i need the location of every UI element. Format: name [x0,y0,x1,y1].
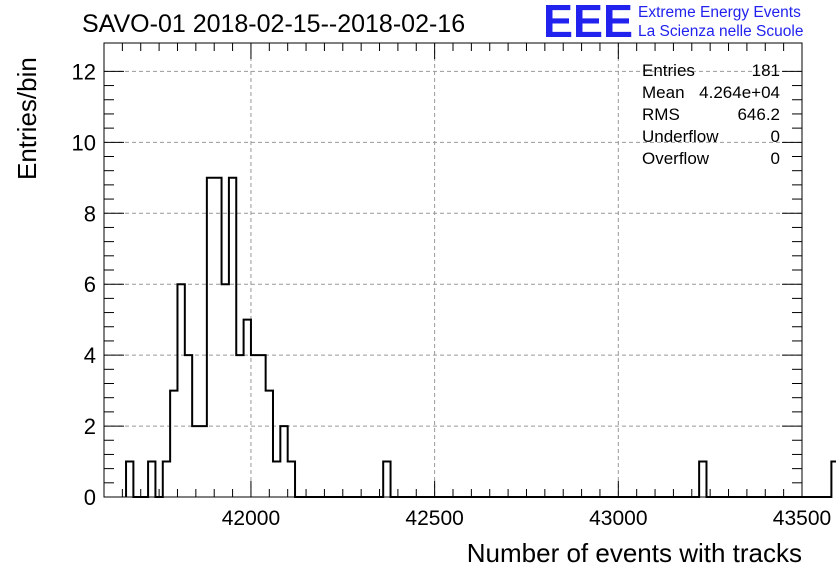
y-axis-title: Entries/bin [12,57,42,180]
x-tick-label: 42000 [222,507,280,530]
histogram-bar [200,426,207,497]
logo-caption: Extreme Energy Events La Scienza nelle S… [638,3,803,41]
y-tick-label: 4 [84,343,96,368]
stats-row-underflow: Underflow 0 [642,127,780,149]
histogram-bar [214,178,221,497]
logo-line-2: La Scienza nelle Scuole [638,23,804,40]
histogram-bar [266,391,273,497]
y-tick-label: 6 [84,272,96,297]
histogram-bar [288,462,295,497]
x-tick-label: 42500 [405,507,463,530]
stats-box: Entries 181 Mean 4.264e+04 RMS 646.2 Und… [642,61,780,171]
histogram-bar [229,178,236,497]
histogram-bar [126,462,133,497]
stats-row-entries: Entries 181 [642,61,780,83]
histogram-bar [383,462,390,497]
stats-value: 646.2 [737,105,780,124]
histogram-bar [244,320,251,497]
y-tick-label: 8 [84,201,96,226]
histogram-bar [170,391,177,497]
stats-key: Mean [642,83,685,102]
histogram-bar [222,284,229,497]
stats-value: 181 [751,61,780,80]
stats-row-mean: Mean 4.264e+04 [642,83,780,105]
chart-title: SAVO-01 2018-02-15--2018-02-16 [82,10,466,38]
stats-key: Entries [642,61,695,80]
x-tick-label: 43500 [773,507,831,530]
stats-value: 0 [770,127,780,146]
stats-key: Overflow [642,149,710,168]
y-tick-label: 12 [72,59,96,84]
histogram-bar [192,426,199,497]
stats-key: RMS [642,105,680,124]
histogram-bar [699,462,706,497]
histogram-bar [177,284,184,497]
histogram-bar [148,462,155,497]
histogram-outline [125,176,836,498]
y-tick-label: 10 [72,130,96,155]
stats-value: 4.264e+04 [699,83,780,102]
stats-value: 0 [770,149,780,168]
logo-line-1: Extreme Energy Events [638,4,801,21]
y-tick-label: 0 [84,485,96,510]
y-tick-label: 2 [84,414,96,439]
eee-logo-icon: EEE [543,2,633,40]
stats-row-rms: RMS 646.2 [642,105,780,127]
x-axis-title: Number of events with tracks [466,538,802,568]
histogram-bar [273,462,280,497]
x-tick-label: 43000 [589,507,647,530]
histogram-bar [280,426,287,497]
logo-letters: EEE [543,2,633,40]
stats-key: Underflow [642,127,719,146]
stats-row-overflow: Overflow 0 [642,149,780,171]
histogram-bar [207,178,214,497]
histogram-bar [163,462,170,497]
